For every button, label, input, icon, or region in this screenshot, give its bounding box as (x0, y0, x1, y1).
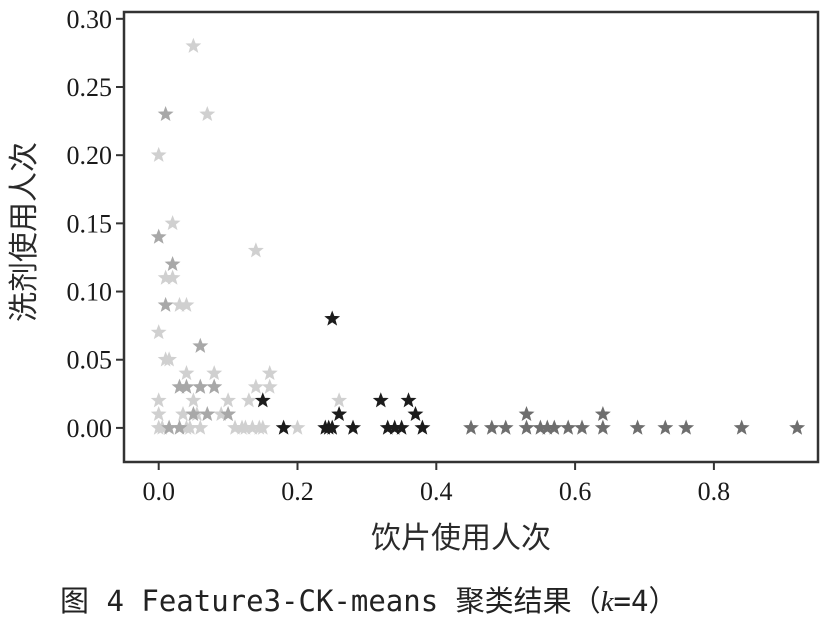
data-point-cluster-3 (414, 419, 431, 435)
data-point-cluster-1 (185, 392, 202, 408)
data-point-cluster-1 (161, 351, 177, 367)
data-point-cluster-1 (150, 392, 167, 408)
data-point-cluster-4 (594, 419, 611, 435)
data-point-cluster-1 (254, 419, 271, 435)
data-point-cluster-4 (733, 419, 750, 435)
y-tick-label: 0.25 (67, 73, 113, 102)
data-point-cluster-1 (178, 365, 195, 381)
y-tick-label: 0.10 (67, 278, 113, 307)
data-point-cluster-1 (192, 419, 209, 435)
x-axis-title: 饮片使用人次 (371, 521, 551, 556)
data-point-cluster-2 (206, 378, 223, 394)
data-point-cluster-1 (247, 378, 264, 394)
data-point-cluster-1 (289, 419, 306, 435)
data-point-cluster-3 (407, 405, 424, 421)
x-tick-label: 0.4 (420, 477, 453, 506)
data-point-cluster-4 (497, 419, 514, 435)
data-point-cluster-1 (150, 146, 167, 162)
data-point-cluster-4 (518, 419, 535, 435)
data-point-cluster-4 (463, 419, 479, 435)
plot-frame (122, 10, 820, 464)
caption-prefix: 图 4 Feature3-CK-means 聚类结果（ (60, 584, 601, 618)
data-point-cluster-4 (594, 405, 611, 421)
y-axis: 0.00 0.05 0.10 0.15 0.20 0.25 0.30 (67, 5, 124, 443)
data-point-cluster-1 (199, 105, 216, 121)
y-tick-label: 0.05 (67, 346, 113, 375)
data-point-cluster-3 (400, 392, 417, 408)
data-point-cluster-3 (393, 419, 410, 435)
data-point-cluster-1 (178, 296, 195, 312)
data-point-cluster-3 (331, 405, 348, 421)
data-point-cluster-4 (560, 419, 577, 435)
data-point-cluster-2 (150, 228, 167, 244)
data-point-cluster-2 (220, 405, 236, 421)
y-tick-label: 0.00 (67, 414, 113, 443)
x-tick-label: 0.0 (142, 477, 175, 506)
data-point-cluster-1 (261, 378, 278, 394)
data-point-cluster-1 (206, 365, 223, 381)
data-point-cluster-1 (150, 405, 167, 421)
data-point-cluster-3 (372, 392, 389, 408)
data-point-cluster-4 (789, 419, 806, 435)
data-point-cluster-2 (185, 405, 202, 421)
data-points (150, 37, 806, 435)
x-tick-label: 0.6 (559, 477, 592, 506)
y-tick-label: 0.20 (67, 141, 113, 170)
data-point-cluster-4 (629, 419, 646, 435)
data-point-cluster-4 (483, 419, 500, 435)
x-tick-label: 0.2 (281, 477, 314, 506)
x-axis: 0.0 0.2 0.4 0.6 0.8 (142, 462, 730, 506)
x-tick-label: 0.8 (698, 477, 731, 506)
y-tick-label: 0.30 (67, 5, 113, 34)
data-point-cluster-3 (324, 310, 341, 326)
data-point-cluster-2 (199, 405, 216, 421)
data-point-cluster-1 (261, 365, 278, 381)
data-point-cluster-4 (518, 405, 535, 421)
data-point-cluster-1 (164, 269, 181, 285)
data-point-cluster-3 (324, 419, 341, 435)
data-point-cluster-1 (185, 37, 202, 53)
data-point-cluster-1 (247, 242, 264, 258)
data-point-cluster-3 (275, 419, 292, 435)
data-point-cluster-1 (220, 392, 236, 408)
data-point-cluster-2 (157, 105, 174, 121)
data-point-cluster-3 (254, 392, 271, 408)
data-point-cluster-2 (192, 337, 209, 353)
data-point-cluster-1 (150, 324, 167, 340)
data-point-cluster-1 (331, 392, 348, 408)
data-point-cluster-2 (164, 255, 181, 271)
scatter-chart: 0.000.050.100.150.200.250.30 0.0 0.2 0.4 0.… (7, 5, 820, 556)
data-point-cluster-3 (345, 419, 361, 435)
data-point-cluster-4 (574, 419, 590, 435)
data-point-cluster-2 (157, 296, 174, 312)
data-point-cluster-2 (192, 378, 209, 394)
y-axis-title: 洗剂使用人次 (7, 142, 42, 322)
data-point-cluster-4 (657, 419, 674, 435)
data-point-cluster-1 (164, 215, 181, 231)
data-point-cluster-4 (678, 419, 695, 435)
y-tick-label: 0.15 (67, 209, 113, 238)
data-point-cluster-2 (178, 378, 195, 394)
data-point-cluster-1 (241, 392, 257, 408)
caption-k: k (600, 586, 614, 618)
caption-suffix: =4） (613, 584, 678, 618)
figure-caption: 图 4 Feature3-CK-means 聚类结果（k=4） (60, 578, 800, 620)
data-point-cluster-4 (546, 419, 563, 435)
data-point-cluster-2 (171, 419, 188, 435)
